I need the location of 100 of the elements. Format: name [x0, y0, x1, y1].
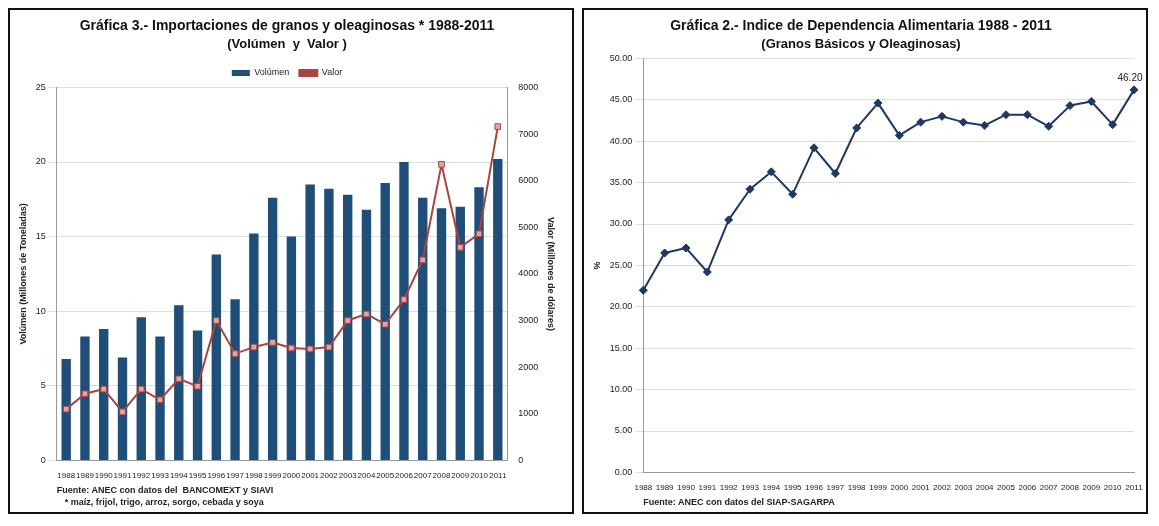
chart-subtitle: (Granos Básicos y Oleaginosas) — [761, 36, 961, 52]
bar — [399, 162, 409, 460]
point — [325, 343, 333, 351]
point — [212, 317, 220, 324]
y-tick-label: 45.00 — [609, 94, 633, 105]
bar — [493, 159, 503, 460]
x-tick-label: 1999 — [263, 471, 283, 481]
x-tick-label: 2001 — [911, 483, 931, 493]
point — [288, 344, 295, 352]
bar — [361, 209, 372, 460]
x-tick-label: 2006 — [395, 471, 414, 481]
bar — [249, 233, 259, 460]
x-tick-label: 1997 — [826, 483, 845, 493]
point — [494, 123, 502, 130]
point — [250, 343, 258, 351]
x-tick-label: 2004 — [357, 471, 376, 481]
x-tick-label: 1988 — [57, 471, 76, 481]
x-tick-label: 1988 — [634, 483, 653, 493]
bar — [192, 330, 203, 460]
bar — [267, 197, 278, 460]
point — [419, 256, 427, 264]
data-label: 46.20 — [1117, 71, 1143, 83]
source-note: Fuente: ANEC con datos del SIAP-SAGARPA — [643, 496, 836, 507]
x-tick-label: 2011 — [489, 471, 507, 481]
x-tick-label: 1995 — [188, 471, 207, 481]
point — [137, 385, 145, 393]
x-tick-label: 2000 — [890, 483, 909, 493]
point — [306, 345, 314, 353]
point — [660, 248, 670, 258]
y-tick-label: 0 — [40, 454, 46, 465]
x-tick-label: 2008 — [1061, 483, 1080, 493]
point — [745, 184, 755, 194]
x-tick-label: 2008 — [432, 471, 451, 481]
x-tick-label: 1991 — [698, 483, 717, 493]
point — [1086, 96, 1096, 106]
y-tick-label: 40.00 — [609, 135, 633, 146]
point — [381, 320, 389, 328]
y2-tick-label: 0 — [518, 454, 524, 465]
x-tick-label: 2001 — [301, 471, 320, 481]
point — [638, 285, 648, 295]
y2-tick-label: 4000 — [518, 268, 539, 279]
y-tick-label: 0.00 — [614, 466, 633, 477]
x-tick-label: 1993 — [741, 483, 760, 493]
x-tick-label: 2003 — [338, 471, 358, 481]
point — [809, 143, 819, 153]
x-tick-label: 1992 — [719, 483, 739, 493]
bar — [418, 197, 428, 460]
x-tick-label: 1996 — [207, 471, 226, 481]
bar — [324, 188, 334, 460]
bar — [99, 329, 109, 460]
x-tick-label: 2003 — [954, 483, 973, 493]
y-tick-label: 15 — [35, 231, 46, 242]
y-axis-title: % — [591, 261, 602, 270]
x-tick-label: 2002 — [320, 471, 339, 481]
bar — [80, 336, 90, 460]
y-tick-label: 25.00 — [609, 259, 633, 270]
x-tick-label: 1996 — [805, 483, 824, 493]
y2-tick-label: 8000 — [518, 81, 539, 92]
x-tick-label: 1994 — [762, 483, 781, 493]
point — [81, 390, 89, 398]
bar — [136, 317, 146, 460]
chart-title: Gráfica 3.- Importaciones de granos y oleaginosas * 1988-2011 — [79, 17, 495, 34]
point — [766, 167, 776, 177]
x-tick-label: 1989 — [76, 471, 95, 481]
bar — [117, 357, 128, 460]
point — [958, 117, 968, 127]
x-tick-label: 2007 — [1039, 483, 1059, 493]
y2-axis-title: Valor (Millones de dólares) — [546, 216, 557, 331]
y-axis-title: Volúmen (Millones de Toneladas) — [17, 203, 28, 345]
point — [62, 405, 70, 413]
point — [702, 267, 712, 277]
bar — [230, 299, 240, 460]
x-tick-label: 1991 — [113, 471, 132, 481]
point — [937, 111, 947, 121]
point — [269, 339, 276, 346]
bar — [342, 194, 353, 460]
y2-tick-label: 7000 — [518, 128, 539, 139]
x-tick-label: 1992 — [132, 471, 151, 481]
legend-label: Volúmen — [254, 67, 290, 78]
x-tick-label: 1998 — [847, 483, 867, 493]
point — [1044, 121, 1054, 131]
bar — [174, 305, 184, 460]
text: * maíz, frijol, trigo, arroz, sorgo, cebada y soya — [64, 496, 265, 507]
bar — [436, 208, 447, 460]
x-tick-label: 1998 — [244, 471, 264, 481]
x-tick-label: 2010 — [1103, 483, 1123, 493]
x-tick-label: 1990 — [677, 483, 696, 493]
x-tick-label: 1995 — [783, 483, 803, 493]
point — [400, 296, 408, 303]
point — [1022, 110, 1032, 120]
x-tick-label: 2005 — [997, 483, 1016, 493]
point — [873, 98, 883, 108]
y2-tick-label: 2000 — [518, 361, 539, 372]
y2-tick-label: 3000 — [518, 315, 539, 326]
bar — [211, 254, 222, 460]
x-tick-label: 1999 — [869, 483, 888, 493]
y-tick-label: 50.00 — [609, 52, 633, 63]
point — [456, 244, 464, 251]
bar — [380, 182, 390, 460]
x-tick-label: 1993 — [151, 471, 170, 481]
